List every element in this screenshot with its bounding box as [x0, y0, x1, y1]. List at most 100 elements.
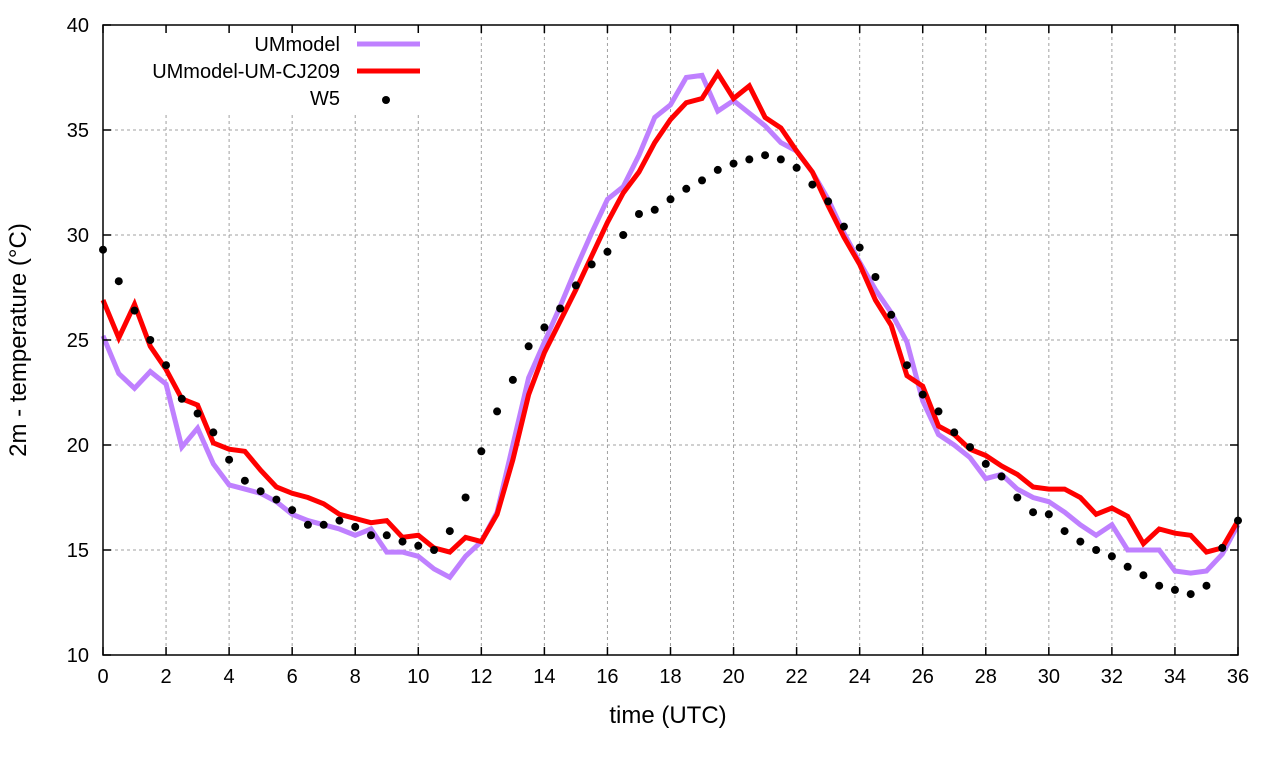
series-line-ummodel: [100, 72, 1241, 581]
data-point-w5: [839, 222, 848, 231]
y-tick-label: 40: [67, 15, 89, 37]
x-tick-label: 22: [785, 666, 807, 688]
data-point-w5: [587, 260, 596, 269]
data-point-w5: [997, 472, 1006, 481]
data-point-w5: [319, 520, 328, 529]
x-tick-label: 20: [722, 666, 744, 688]
data-point-w5: [1044, 510, 1053, 519]
x-tick-label: 32: [1101, 666, 1123, 688]
data-point-w5: [209, 428, 218, 437]
data-point-w5: [571, 281, 580, 290]
legend-label-ummodel: UMmodel: [254, 34, 340, 56]
data-point-w5: [966, 443, 975, 452]
x-tick-label: 24: [849, 666, 871, 688]
x-tick-label: 34: [1164, 666, 1186, 688]
data-point-w5: [808, 180, 817, 189]
data-point-w5: [508, 375, 517, 384]
data-point-w5: [981, 459, 990, 468]
data-point-w5: [871, 273, 880, 281]
legend-label-w5: W5: [310, 88, 340, 110]
data-point-w5: [1202, 581, 1211, 590]
data-point-w5: [713, 165, 722, 174]
y-tick-label: 25: [67, 330, 89, 352]
data-point-w5: [1076, 537, 1085, 546]
ticks: 0 2 4 6 8 10 12 14 16 18 20 22 24 26 28 30 32 34 361015202…: [67, 15, 1249, 688]
data-point-w5: [256, 487, 265, 496]
data-point-w5: [619, 231, 628, 239]
data-point-w5: [303, 520, 312, 529]
series-group: [99, 68, 1242, 599]
x-tick-label: 18: [659, 666, 681, 688]
data-point-w5: [855, 243, 864, 252]
x-tick-label: 28: [975, 666, 997, 688]
data-point-w5: [682, 184, 691, 193]
data-point-w5: [114, 277, 123, 286]
data-point-w5: [335, 516, 344, 525]
data-point-w5: [1139, 571, 1148, 580]
y-tick-label: 35: [67, 120, 89, 142]
data-point-w5: [461, 493, 470, 502]
x-axis-label: time (UTC): [609, 702, 726, 729]
x-tick-label: 0: [97, 666, 108, 688]
x-tick-label: 14: [533, 666, 555, 688]
data-point-w5: [430, 546, 439, 554]
x-tick-label: 4: [224, 666, 235, 688]
data-point-w5: [650, 205, 659, 214]
data-point-w5: [162, 361, 171, 370]
y-axis-label: 2m - temperature (°C): [5, 223, 32, 457]
data-point-w5: [382, 531, 391, 540]
data-point-w5: [634, 210, 643, 218]
data-point-w5: [902, 361, 911, 370]
data-point-w5: [1029, 508, 1038, 517]
data-point-w5: [1092, 546, 1101, 554]
data-point-w5: [1060, 527, 1069, 536]
y-tick-label: 30: [67, 225, 89, 247]
x-tick-label: 12: [470, 666, 492, 688]
data-point-w5: [729, 159, 738, 168]
data-point-w5: [745, 155, 754, 164]
data-point-w5: [666, 195, 675, 204]
y-tick-label: 20: [67, 435, 89, 457]
x-tick-label: 6: [287, 666, 298, 688]
legend-label-ummodel-um-cj209: UMmodel-UM-CJ209: [152, 61, 340, 83]
x-tick-label: 16: [596, 666, 618, 688]
x-tick-label: 30: [1038, 666, 1060, 688]
x-tick-label: 2: [160, 666, 171, 688]
data-point-w5: [698, 176, 707, 185]
data-point-w5: [493, 407, 502, 416]
data-point-w5: [556, 304, 565, 313]
series-line-ummodel-um-cj209: [100, 68, 1241, 555]
data-point-w5: [1170, 585, 1179, 594]
data-point-w5: [398, 537, 407, 546]
data-point-w5: [540, 323, 549, 332]
data-point-w5: [351, 522, 360, 531]
data-point-w5: [824, 197, 833, 206]
data-point-w5: [934, 407, 943, 416]
data-point-w5: [445, 527, 454, 536]
data-point-w5: [1013, 493, 1022, 502]
data-point-w5: [177, 394, 186, 403]
data-point-w5: [272, 495, 281, 504]
x-tick-label: 36: [1227, 666, 1249, 688]
data-point-w5: [477, 447, 486, 456]
x-tick-label: 26: [912, 666, 934, 688]
data-point-w5: [918, 390, 927, 399]
data-point-w5: [603, 247, 612, 256]
data-point-w5: [366, 531, 375, 540]
data-point-w5: [130, 306, 139, 315]
legend-swatch-w5: [382, 96, 390, 104]
y-tick-label: 15: [67, 540, 89, 562]
data-point-w5: [887, 310, 896, 319]
x-tick-label: 10: [407, 666, 429, 688]
data-point-w5: [146, 336, 155, 344]
data-point-w5: [193, 409, 202, 418]
data-point-w5: [240, 476, 249, 485]
data-point-w5: [225, 455, 234, 464]
data-point-w5: [1186, 590, 1195, 599]
data-point-w5: [1218, 543, 1227, 552]
y-tick-label: 10: [67, 645, 89, 667]
data-point-w5: [761, 151, 770, 160]
data-point-w5: [1107, 552, 1116, 561]
data-point-w5: [792, 163, 801, 172]
